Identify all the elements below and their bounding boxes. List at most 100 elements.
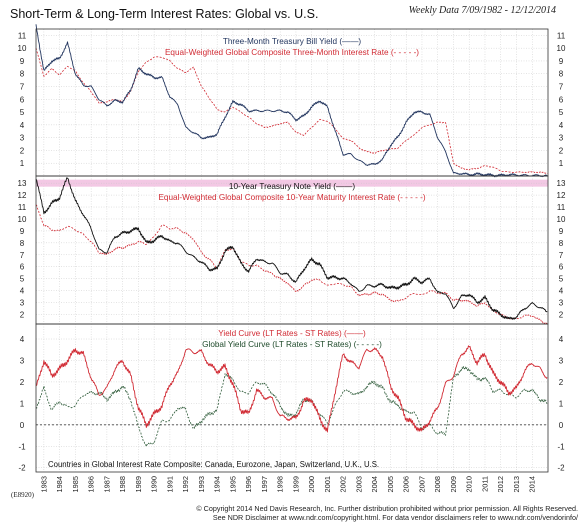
y-tick-label-left: 8 [20, 239, 25, 248]
y-tick-label-right: 2 [559, 378, 564, 387]
y-tick-label-left: 8 [20, 70, 25, 79]
y-tick-label-right: 7 [559, 251, 564, 260]
y-tick-label-left: -1 [18, 442, 26, 451]
y-tick-label-right: 2 [559, 310, 564, 319]
y-tick-label-right: 3 [559, 299, 564, 308]
x-tick-label: 2013 [512, 476, 521, 492]
x-tick-label: 2014 [528, 476, 537, 492]
x-tick-label: 2011 [480, 476, 489, 492]
y-tick-label-left: 9 [20, 227, 25, 236]
y-tick-label-left: 10 [18, 215, 27, 224]
y-tick-label-right: 6 [559, 95, 564, 104]
y-tick-label-right: 10 [557, 215, 566, 224]
y-tick-label-right: 12 [557, 191, 566, 200]
x-tick-label: 2007 [417, 476, 426, 492]
x-tick-label: 2005 [386, 476, 395, 492]
series-line-global [35, 204, 548, 325]
x-tick-label: 1991 [165, 476, 174, 492]
y-tick-label-right: 5 [559, 275, 564, 284]
x-tick-label: 2004 [370, 476, 379, 492]
y-tick-label-left: 5 [20, 108, 25, 117]
x-tick-label: 1996 [244, 476, 253, 492]
date-range: Weekly Data 7/09/1982 - 12/12/2014 [408, 5, 556, 16]
y-tick-label-right: 5 [559, 108, 564, 117]
x-tick-label: 2012 [496, 476, 505, 492]
x-tick-label: 2009 [449, 476, 458, 492]
y-tick-label-left: 3 [20, 299, 25, 308]
y-tick-label-left: 6 [20, 95, 25, 104]
y-tick-label-left: 13 [18, 179, 27, 188]
series-line-us [35, 345, 548, 433]
y-tick-label-left: 4 [20, 335, 25, 344]
legend-entry-curve: Yield Curve (LT Rates - ST Rates) (——) [218, 329, 366, 338]
x-tick-label: 1995 [228, 476, 237, 492]
y-tick-label-right: 2 [559, 146, 564, 155]
y-tick-label-left: 7 [20, 83, 25, 92]
legend-entry-long: 10-Year Treasury Note Yield (——) [229, 182, 355, 191]
y-tick-label-right: 1 [559, 159, 564, 168]
y-tick-label-left: 11 [18, 31, 27, 40]
x-tick-label: 1992 [181, 476, 190, 492]
series-line-us [35, 177, 548, 320]
panel-long-term: 2 2 3 3 4 4 5 5 6 6 7 7 8 8 9 9 10 10 11 11 12 12 13 13 [18, 175, 566, 325]
x-tick-label: 1987 [102, 476, 111, 492]
x-tick-label: 2010 [465, 476, 474, 492]
y-tick-label-right: 1 [559, 399, 564, 408]
x-tick-label: 1990 [150, 476, 159, 492]
y-tick-label-right: 10 [557, 44, 566, 53]
x-tick-label: 1994 [213, 476, 222, 492]
x-tick-label: 2002 [339, 476, 348, 492]
copyright-notice: © Copyright 2014 Ned Davis Research, Inc… [196, 504, 578, 513]
y-tick-label-left: 2 [20, 310, 25, 319]
y-tick-label-left: 4 [20, 287, 25, 296]
y-tick-label-left: 4 [20, 121, 25, 130]
x-tick-label: 2003 [354, 476, 363, 492]
x-tick-label: 1985 [71, 476, 80, 492]
y-tick-label-right: 4 [559, 335, 564, 344]
y-tick-label-left: 10 [18, 44, 27, 53]
y-tick-label-left: 6 [20, 263, 25, 272]
x-tick-label: 1997 [260, 476, 269, 492]
x-tick-label: 2008 [433, 476, 442, 492]
chart-title: Short-Term & Long-Term Interest Rates: G… [10, 7, 319, 21]
legend-entry-long: Equal-Weighted Global Composite 10-Year … [158, 193, 425, 202]
legend-entry-short: Equal-Weighted Global Composite Three-Mo… [165, 48, 419, 57]
y-tick-label-right: 11 [557, 31, 566, 40]
y-tick-label-right: 7 [559, 83, 564, 92]
x-tick-label: 1986 [87, 476, 96, 492]
y-tick-label-right: 3 [559, 356, 564, 365]
y-tick-label-left: 12 [18, 191, 27, 200]
chart-code: (E8920) [11, 491, 34, 499]
x-tick-label: 1983 [39, 476, 48, 492]
x-tick-label: 1989 [134, 476, 143, 492]
y-tick-label-right: -2 [557, 464, 565, 473]
x-tick-label: 1998 [276, 476, 285, 492]
y-tick-label-left: 2 [20, 378, 25, 387]
x-tick-label: 1984 [55, 476, 64, 492]
y-tick-label-left: 7 [20, 251, 25, 260]
series-line-us [35, 24, 548, 178]
y-tick-label-left: 3 [20, 134, 25, 143]
y-tick-label-right: 9 [559, 227, 564, 236]
y-tick-label-left: 3 [20, 356, 25, 365]
y-tick-label-right: 6 [559, 263, 564, 272]
x-tick-label: 2006 [402, 476, 411, 492]
x-tick-label: 1993 [197, 476, 206, 492]
y-tick-label-right: 0 [559, 421, 564, 430]
panel-yield-curve: -2 -2 -1 -1 0 0 1 1 2 2 3 3 4 4 [18, 323, 565, 473]
x-tick-label: 2000 [307, 476, 316, 492]
y-tick-label-right: 3 [559, 134, 564, 143]
y-tick-label-right: 11 [557, 203, 566, 212]
y-tick-label-left: 1 [20, 399, 25, 408]
legend-entry-curve: Global Yield Curve (LT Rates - ST Rates)… [202, 340, 382, 349]
legend-entry-short: Three-Month Treasury Bill Yield (——) [223, 37, 362, 46]
y-tick-label-right: 9 [559, 57, 564, 66]
y-tick-label-left: 5 [20, 275, 25, 284]
y-tick-label-left: 11 [18, 203, 27, 212]
y-tick-label-right: 4 [559, 121, 564, 130]
composite-note: Countries in Global Interest Rate Compos… [48, 460, 379, 469]
disclaimer-notice: See NDR Disclaimer at www.ndr.com/copyri… [212, 513, 578, 522]
